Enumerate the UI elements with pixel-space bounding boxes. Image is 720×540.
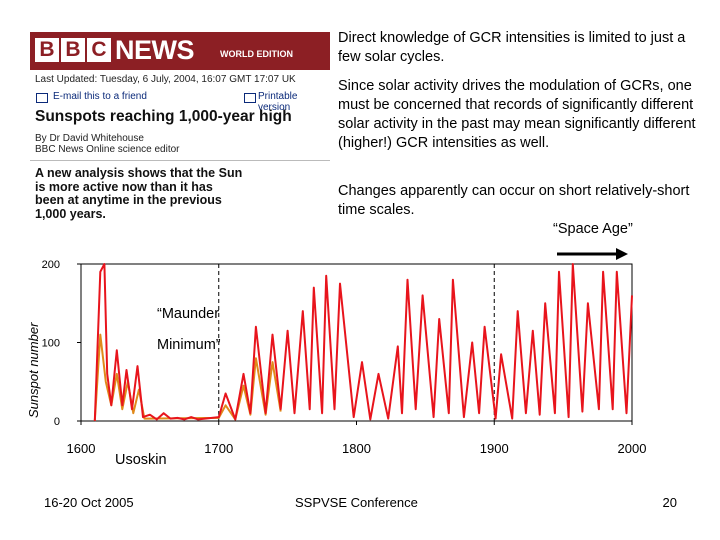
slide-paragraph-1: Direct knowledge of GCR intensities is l… [338,30,686,65]
slide-paragraph-2: Since solar activity drives the modulati… [338,78,696,151]
footer-conference: SSPVSE Conference [295,495,418,510]
last-updated-text: Last Updated: Tuesday, 6 July, 2004, 16:… [35,74,296,85]
y-tick-label: 100 [42,338,60,350]
y-axis-label: Sunspot number [26,322,41,418]
space-age-arrowhead [616,248,628,260]
printer-icon [244,93,256,103]
article-byline-role: BBC News Online science editor [35,144,180,155]
usoskin-label: Usoskin [115,452,167,468]
sunspot-chart: 1600 1700 1800 1900 2000 0 100 200 “Maunder Min… [26,248,647,468]
page-number: 20 [662,495,677,510]
article-summary: A new analysis shows that the Sun is mor… [35,166,243,221]
email-friend-link[interactable]: E-mail this to a friend [53,91,147,102]
article-headline: Sunspots reaching 1,000-year high [35,108,292,125]
minimum-label: Minimum” [157,337,221,353]
footer-date: 16-20 Oct 2005 [44,495,134,510]
printable-version-link[interactable]: Printable version [258,91,298,113]
space-age-label: “Space Age” [553,221,633,237]
x-tick-label: 2000 [618,441,647,456]
bbc-logo-letter: B [35,38,59,62]
x-tick-label: 1700 [204,441,233,456]
divider [30,160,330,161]
bbc-header-bar: B B C NEWS WORLD EDITION [30,32,330,70]
x-tick-label: 1800 [342,441,371,456]
y-tick-label: 0 [54,416,60,428]
bbc-logo-letter: B [61,38,85,62]
y-tick-label: 200 [42,259,60,271]
maunder-label: “Maunder [157,306,219,322]
envelope-icon [36,93,48,103]
slide-paragraph-3: Changes apparently can occur on short re… [338,183,690,218]
x-tick-label: 1900 [480,441,509,456]
bbc-edition-label: WORLD EDITION [220,49,293,59]
bbc-news-wordmark: NEWS [115,35,195,65]
bbc-news-clipping: B B C NEWS WORLD EDITION Last Updated: T… [30,32,330,222]
article-byline: By Dr David Whitehouse [35,133,144,144]
series-line [93,263,633,422]
x-tick-label: 1600 [67,441,96,456]
bbc-logo-letter: C [87,38,111,62]
plot-area: 1600 1700 1800 1900 2000 0 100 200 [42,259,647,456]
